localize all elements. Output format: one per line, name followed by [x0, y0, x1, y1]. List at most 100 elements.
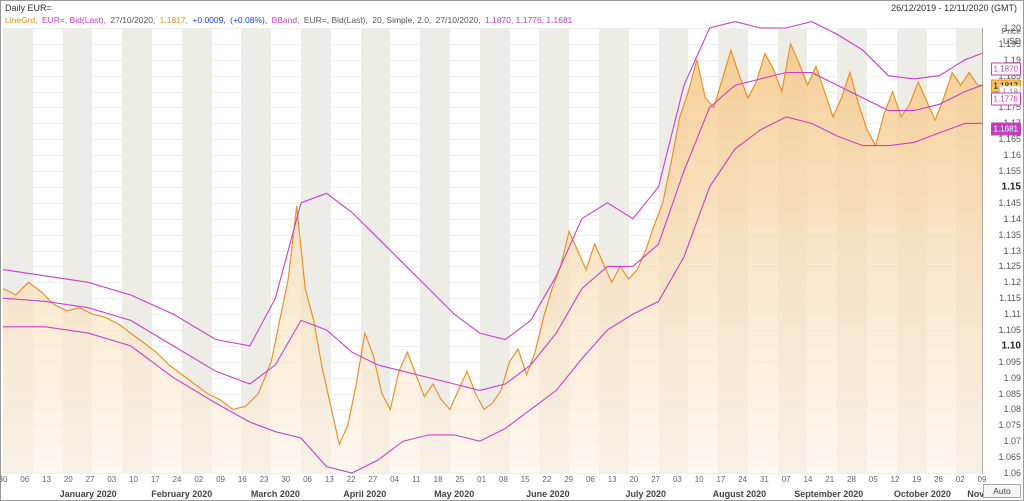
x-day-label: 07 [782, 475, 791, 484]
x-day-label: 03 [673, 475, 682, 484]
y-axis: Price USD 1.061.0651.071.0751.081.0851.0… [983, 28, 1023, 474]
x-day-label: 24 [173, 475, 182, 484]
x-month-label: September 2020 [794, 489, 863, 499]
legend-seg: 1.1870, 1.1776, 1.1681 [485, 15, 574, 25]
x-month-label: February 2020 [151, 489, 212, 499]
y-tick-label: 1.20 [1003, 23, 1021, 33]
x-day-label: 23 [260, 475, 269, 484]
y-tick-label: 1.10 [1002, 340, 1021, 351]
x-day-label: 18 [434, 475, 443, 484]
x-day-label: 02 [956, 475, 965, 484]
y-tick-label: 1.105 [998, 325, 1021, 335]
y-tick-label: 1.08 [1003, 404, 1021, 414]
y-tick-label: 1.155 [998, 166, 1021, 176]
x-day-label: 15 [521, 475, 530, 484]
x-day-label: 11 [412, 475, 420, 484]
legend-seg: 1.1817, [160, 15, 190, 25]
y-tick-label: 1.095 [998, 357, 1021, 367]
y-tick-label: 1.125 [998, 261, 1021, 271]
x-day-label: 09 [978, 475, 987, 484]
y-tick-label: 1.07 [1003, 436, 1021, 446]
x-day-label: 05 [869, 475, 878, 484]
x-day-label: 22 [542, 475, 551, 484]
legend-seg: EUR=, Bid(Last), [42, 15, 108, 25]
y-tick-label: 1.115 [999, 293, 1021, 303]
y-tick-label: 1.065 [998, 452, 1021, 462]
x-day-label: 09 [216, 475, 225, 484]
x-day-label: 13 [42, 475, 51, 484]
x-month-label: August 2020 [713, 489, 767, 499]
y-tick-label: 1.195 [998, 39, 1021, 49]
y-tick-label: 1.13 [1003, 246, 1021, 256]
y-tick-label: 1.14 [1003, 214, 1021, 224]
y-tick-label: 1.09 [1003, 373, 1021, 383]
chart-date-range: 26/12/2019 - 12/11/2020 (GMT) [891, 3, 1019, 13]
x-month-label: July 2020 [625, 489, 666, 499]
y-tick-label: 1.11 [1004, 309, 1021, 319]
x-day-label: 10 [695, 475, 704, 484]
x-day-label: 24 [738, 475, 747, 484]
x-month-label: October 2020 [894, 489, 951, 499]
legend-seg: 27/10/2020, [436, 15, 483, 25]
x-day-label: 30 [0, 475, 7, 484]
x-day-label: 03 [107, 475, 116, 484]
x-day-label: 27 [86, 475, 95, 484]
y-tick-label: 1.075 [998, 420, 1021, 430]
y-tick-label: 1.06 [1003, 468, 1021, 478]
x-day-label: 29 [564, 475, 573, 484]
chart-title: Daily EUR= [5, 3, 54, 13]
x-day-label: 06 [303, 475, 312, 484]
auto-scale-button[interactable]: Auto [983, 484, 1021, 498]
x-day-label: 25 [455, 475, 464, 484]
x-day-label: 16 [238, 475, 247, 484]
y-tick-label: 1.085 [998, 389, 1021, 399]
x-day-label: 13 [608, 475, 617, 484]
x-month-label: January 2020 [60, 489, 117, 499]
x-day-label: 17 [151, 475, 160, 484]
x-day-label: 26 [934, 475, 943, 484]
price-tag: 1.1776 [991, 93, 1021, 106]
legend-seg: 27/10/2020, [110, 15, 157, 25]
y-tick-label: 1.15 [1002, 181, 1021, 192]
x-day-label: 27 [651, 475, 660, 484]
x-day-label: 13 [325, 475, 334, 484]
x-day-label: 27 [368, 475, 377, 484]
legend-seg: EUR=, Bid(Last), [304, 15, 370, 25]
chart-legend: LineGrd, EUR=, Bid(Last), 27/10/2020, 1.… [1, 15, 1023, 27]
x-month-label: May 2020 [434, 489, 474, 499]
legend-seg: +0.0009, [192, 15, 227, 25]
x-day-label: 31 [760, 475, 769, 484]
y-tick-label: 1.16 [1003, 150, 1021, 160]
x-day-label: 22 [347, 475, 356, 484]
legend-seg: LineGrd, [5, 15, 40, 25]
x-day-label: 21 [825, 475, 834, 484]
x-axis: 30 06 13 20 27 03 10 17 24 02 09 16 23 30 06 13 22 27 04 11… [3, 474, 983, 500]
x-day-label: 14 [804, 475, 813, 484]
x-day-label: 19 [912, 475, 921, 484]
legend-seg: BBand, [272, 15, 302, 25]
x-day-label: 02 [194, 475, 203, 484]
x-day-label: 20 [629, 475, 638, 484]
x-day-label: 06 [20, 475, 29, 484]
x-day-label: 10 [129, 475, 138, 484]
x-month-label: March 2020 [251, 489, 300, 499]
x-day-label: 20 [64, 475, 73, 484]
y-tick-label: 1.135 [998, 230, 1021, 240]
legend-seg: 20, Simple, 2.0, [372, 15, 433, 25]
y-tick-label: 1.145 [998, 198, 1021, 208]
x-day-label: 01 [477, 475, 486, 484]
x-day-label: 12 [891, 475, 900, 484]
y-tick-label: 1.12 [1003, 277, 1021, 287]
price-tag: 1.1681 [991, 123, 1021, 136]
x-month-label: June 2020 [526, 489, 570, 499]
x-day-label: 04 [390, 475, 399, 484]
legend-seg: (+0.08%), [230, 15, 269, 25]
x-day-label: 30 [281, 475, 290, 484]
x-day-label: 17 [716, 475, 725, 484]
x-month-label: April 2020 [343, 489, 386, 499]
x-day-label: 06 [586, 475, 595, 484]
plot-area[interactable] [3, 28, 983, 474]
x-day-label: 28 [847, 475, 856, 484]
chart-container: Daily EUR= 26/12/2019 - 12/11/2020 (GMT)… [0, 0, 1024, 501]
price-tag: 1.1870 [991, 63, 1021, 76]
